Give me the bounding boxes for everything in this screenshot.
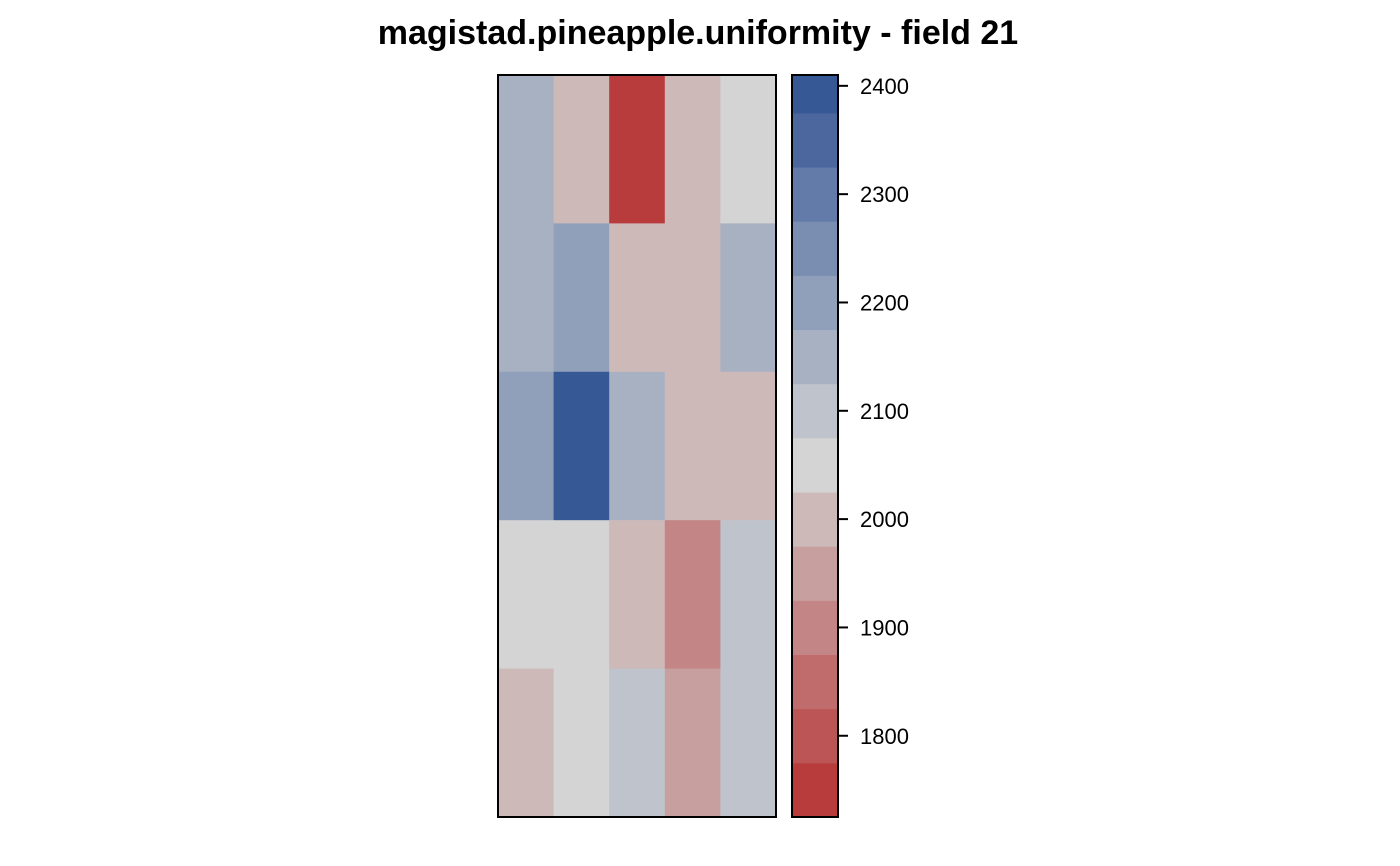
colorbar-band-12 [792,167,838,222]
colorbar-band-8 [792,383,838,439]
colorbar-band-3 [792,654,838,710]
heatmap-cell-r1-c4 [664,75,721,224]
heatmap-cell-r2-c5 [720,223,777,373]
heatmap-cell-r5-c5 [720,668,777,818]
colorbar-ticks: 1800 1900 2000 2100 2200 2300 2400 [838,74,909,749]
heatmap-cell-r5-c4 [664,668,721,818]
colorbar-band-7 [792,437,838,493]
heatmap-cell-r5-c2 [553,668,610,818]
colorbar-tick-label-1900: 1900 [860,615,909,640]
heatmap-cell-r1-c2 [553,75,610,224]
heatmap-frame [497,74,777,818]
colorbar-tick-label-2300: 2300 [860,182,909,207]
colorbar-tick-label-1800: 1800 [860,724,909,749]
colorbar-tick-label-2200: 2200 [860,290,909,315]
heatmap-cell-r4-c4 [664,520,721,670]
colorbar-band-1 [792,762,838,818]
heatmap-cell-r2-c1 [498,223,555,373]
heatmap-cell-r3-c2 [553,371,610,521]
heatmap-cell-r3-c1 [498,371,555,521]
heatmap-cell-r3-c3 [609,371,666,521]
colorbar-band-10 [792,275,838,331]
colorbar-band-14 [792,75,838,114]
colorbar-band-5 [792,546,838,601]
heatmap-cell-r2-c3 [609,223,666,373]
colorbar-frame [791,74,839,818]
colorbar-band-2 [792,708,838,764]
heatmap-cell-r2-c4 [664,223,721,373]
colorbar-tick-label-2100: 2100 [860,399,909,424]
heatmap-cell-r2-c2 [553,223,610,373]
heatmap-cell-r1-c5 [720,75,777,224]
colorbar-band-13 [792,112,838,168]
colorbar-tick-label-2000: 2000 [860,507,909,532]
colorbar [792,75,838,818]
heatmap-cell-r1-c1 [498,75,555,224]
heatmap-cell-r1-c3 [609,75,666,224]
heatmap-cell-r3-c5 [720,371,777,521]
heatmap-cell-r4-c2 [553,520,610,670]
heatmap-cell-r5-c3 [609,668,666,818]
colorbar-band-4 [792,600,838,656]
heatmap-cell-r5-c1 [498,668,555,818]
heatmap-cell-r4-c3 [609,520,666,670]
heatmap-cell-r3-c4 [664,371,721,521]
colorbar-band-6 [792,492,838,547]
colorbar-band-9 [792,329,838,385]
heatmap-cells [498,75,777,818]
colorbar-tick-label-2400: 2400 [860,74,909,99]
colorbar-band-11 [792,221,838,276]
chart-title: magistad.pineapple.uniformity - field 21 [378,14,1018,52]
heatmap-cell-r4-c5 [720,520,777,670]
heatmap-cell-r4-c1 [498,520,555,670]
